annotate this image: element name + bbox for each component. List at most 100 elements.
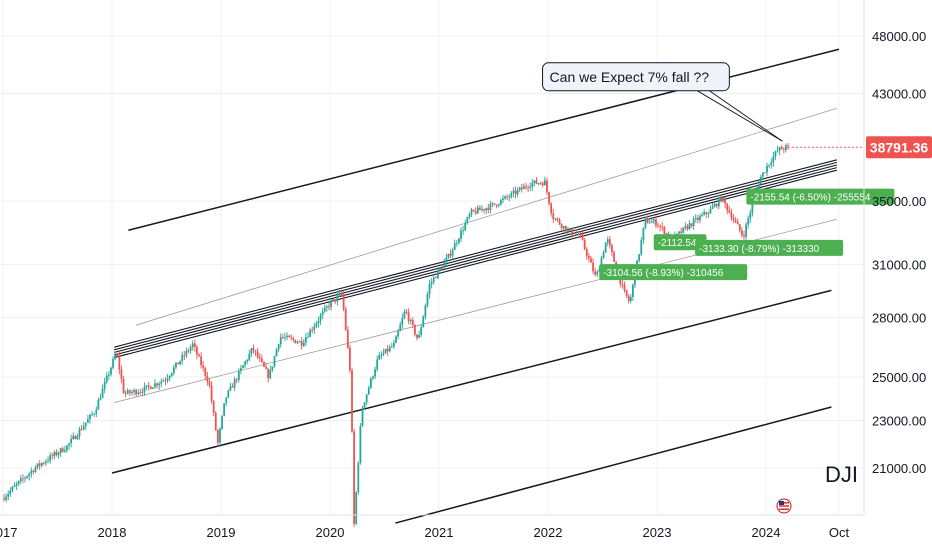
candle — [594, 267, 597, 277]
candle — [602, 250, 605, 259]
candle — [170, 372, 173, 378]
candle — [453, 239, 456, 251]
candle — [61, 446, 64, 453]
callout-annotation[interactable]: Can we Expect 7% fall ?? — [542, 62, 783, 142]
candle — [225, 397, 228, 407]
candle — [246, 358, 249, 365]
x-tick-label: 2017 — [0, 525, 17, 540]
overlay-layer: -3104.56 (-8.93%) -310456 -2112.54-3133.3… — [542, 62, 895, 281]
candle — [147, 381, 150, 391]
candle — [774, 150, 777, 160]
candle — [573, 234, 576, 236]
candle — [275, 348, 278, 357]
candle — [267, 367, 270, 383]
candle — [541, 181, 544, 188]
candle — [393, 339, 395, 350]
candle — [481, 205, 483, 213]
candle — [759, 174, 762, 185]
channel-line[interactable] — [135, 107, 837, 326]
candle — [652, 218, 655, 225]
candle — [122, 375, 125, 394]
candle — [569, 229, 571, 232]
candle — [701, 211, 703, 217]
candle — [688, 220, 691, 231]
candle — [711, 202, 714, 209]
candle — [74, 434, 77, 440]
candle — [279, 333, 282, 348]
measurement-label[interactable]: -3133.30 (-8.79%) -313330 — [695, 239, 844, 256]
x-tick-label: Oct — [829, 525, 850, 540]
candle — [631, 283, 634, 301]
candle — [495, 204, 498, 209]
candle — [736, 218, 739, 225]
candle — [441, 264, 444, 270]
y-tick-label: 31000.00 — [872, 257, 926, 272]
candle — [290, 334, 293, 341]
candle — [713, 202, 716, 208]
candle — [204, 366, 207, 380]
candle — [135, 388, 138, 397]
time-axis[interactable]: 2017 2018 2019 2020 2021 2022 2023 2024 Oct — [0, 525, 850, 540]
candle — [472, 209, 475, 212]
candle — [420, 324, 423, 337]
measurement-label[interactable]: -2112.54 — [653, 234, 707, 251]
price-axis[interactable]: 48000.00 43000.00 35000.00 31000.00 28000.00… — [872, 29, 926, 476]
candle — [286, 332, 288, 341]
candle — [567, 226, 569, 235]
candle — [91, 411, 93, 417]
candle — [470, 207, 473, 217]
candle — [552, 208, 555, 224]
resistance-line[interactable] — [114, 164, 837, 353]
candle — [131, 389, 133, 396]
candle — [273, 355, 276, 368]
candle — [627, 293, 630, 304]
candle — [271, 366, 274, 373]
candle — [422, 315, 425, 328]
candle — [743, 230, 745, 241]
channel-line[interactable] — [395, 406, 832, 524]
candle — [47, 456, 49, 464]
candle — [346, 326, 349, 350]
candle — [45, 458, 47, 467]
resistance-line[interactable] — [114, 161, 837, 351]
candle — [195, 344, 198, 360]
symbol-label: DJI — [825, 462, 858, 487]
candle — [657, 222, 659, 228]
candle — [451, 247, 454, 260]
candle — [474, 207, 477, 215]
candle — [139, 388, 142, 395]
measurement-label[interactable]: -2155.54 (-6.50%) -255554 — [746, 188, 895, 205]
channel-line[interactable] — [111, 289, 832, 474]
candle — [164, 376, 167, 386]
resistance-line[interactable] — [114, 159, 837, 348]
us-flag-icon — [776, 498, 792, 514]
candle — [487, 203, 490, 214]
candle — [558, 217, 561, 226]
candle — [34, 465, 37, 473]
candle — [160, 378, 163, 388]
candle — [89, 413, 91, 424]
candle — [613, 250, 615, 262]
resistance-line[interactable] — [114, 169, 837, 359]
candle — [13, 482, 16, 488]
candle — [76, 433, 79, 441]
candle — [728, 205, 731, 214]
candle — [137, 389, 140, 396]
candle — [145, 385, 148, 391]
candle — [554, 217, 557, 221]
candle — [611, 243, 613, 257]
resistance-line[interactable] — [114, 167, 837, 356]
candle — [319, 312, 322, 325]
candle — [745, 222, 747, 240]
x-tick-label: 2021 — [425, 525, 454, 540]
measurement-label[interactable]: -3104.56 (-8.93%) -310456 — [599, 264, 748, 281]
candle — [181, 351, 184, 365]
candle — [418, 331, 420, 339]
candle — [332, 299, 335, 303]
candle — [367, 385, 370, 395]
candle — [36, 463, 39, 470]
candle — [587, 252, 590, 263]
